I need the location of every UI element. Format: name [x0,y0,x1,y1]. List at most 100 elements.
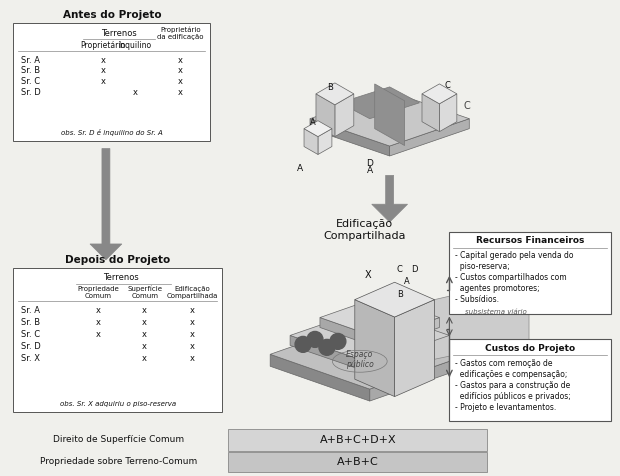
Polygon shape [355,299,394,397]
Text: x: x [178,89,183,98]
Text: Sr. A: Sr. A [21,306,40,315]
Text: Antes do Projeto: Antes do Projeto [63,10,161,20]
Polygon shape [318,129,332,155]
Text: x: x [142,306,147,315]
Text: - Custos compartilhados com: - Custos compartilhados com [455,273,567,282]
Text: x: x [178,56,183,65]
Text: Sr. X: Sr. X [21,354,40,363]
Text: Espaço
público: Espaço público [346,349,374,369]
Text: - Capital gerado pela venda do: - Capital gerado pela venda do [455,251,574,260]
Text: A: A [297,164,303,173]
Text: Sr. D: Sr. D [21,89,41,98]
Text: D: D [411,265,418,274]
Text: Custos do Projeto: Custos do Projeto [485,344,575,353]
Polygon shape [440,94,457,132]
Text: subsistema viário: subsistema viário [465,308,527,315]
Text: Sr. A: Sr. A [21,56,40,65]
Polygon shape [270,319,469,389]
Polygon shape [320,317,379,348]
Circle shape [307,331,323,347]
Polygon shape [316,83,354,105]
Text: x: x [100,56,105,65]
Text: x: x [95,306,100,315]
Polygon shape [310,91,469,146]
Text: A: A [310,118,316,127]
Polygon shape [370,336,450,373]
Polygon shape [290,336,370,373]
Text: x: x [178,78,183,87]
Polygon shape [290,308,450,363]
Text: A: A [404,277,409,286]
Polygon shape [355,282,435,317]
Polygon shape [320,297,440,338]
Text: x: x [142,318,147,327]
Polygon shape [394,299,435,397]
Bar [228,429,487,451]
Bar [228,452,487,472]
Circle shape [295,337,311,352]
Text: - Gastos com remoção de: - Gastos com remoção de [455,359,553,368]
Text: Sr. D: Sr. D [21,342,41,351]
Polygon shape [340,87,420,119]
Text: C: C [445,81,450,90]
Text: Direito de Superfície Comum: Direito de Superfície Comum [53,436,184,444]
Polygon shape [389,119,469,156]
Polygon shape [90,149,122,260]
Text: Terrenos: Terrenos [104,273,140,282]
Text: obs. Sr. D é inquilino do Sr. A: obs. Sr. D é inquilino do Sr. A [61,129,163,136]
Text: Propriedade sobre Terreno-Comum: Propriedade sobre Terreno-Comum [40,457,198,466]
Bar [450,232,611,314]
Text: x: x [142,342,147,351]
Text: Sr. C: Sr. C [21,330,40,339]
Polygon shape [335,94,354,137]
Text: C: C [464,101,471,111]
Text: Proprietário: Proprietário [81,40,126,50]
Text: x: x [190,342,195,351]
Bar [450,339,611,421]
Text: - Gastos para a construção de: - Gastos para a construção de [455,381,570,390]
Text: edificações e compensação;: edificações e compensação; [455,370,568,379]
Text: x: x [142,330,147,339]
Text: B: B [327,83,333,92]
Bar [14,23,210,140]
Text: B: B [397,290,402,299]
Text: Depois do Projeto: Depois do Projeto [65,255,170,265]
Polygon shape [422,84,457,104]
Text: x: x [95,330,100,339]
Text: x: x [95,318,100,327]
Text: x: x [190,306,195,315]
Circle shape [330,334,346,349]
Text: x: x [190,318,195,327]
Text: Superfície
Comum: Superfície Comum [127,286,162,299]
Text: x: x [190,330,195,339]
Text: A+B+C+D+X: A+B+C+D+X [319,435,396,445]
Text: Edificação
Compartilhada: Edificação Compartilhada [324,219,406,241]
Text: A+B+C: A+B+C [337,456,379,466]
Polygon shape [435,278,529,359]
Text: C: C [397,265,402,274]
Bar [14,268,223,412]
Polygon shape [370,354,469,401]
Text: D: D [366,159,373,168]
Polygon shape [304,121,332,137]
Text: x: x [132,89,137,98]
Text: x: x [190,354,195,363]
Polygon shape [316,94,335,137]
Text: Inquilino: Inquilino [118,40,151,50]
Polygon shape [422,94,440,132]
Text: - Subsídios.: - Subsídios. [455,295,499,304]
Polygon shape [304,129,318,155]
Text: Terrenos: Terrenos [101,29,137,38]
Text: obs. Sr. X adquiriu o piso-reserva: obs. Sr. X adquiriu o piso-reserva [60,401,176,407]
Polygon shape [379,317,440,348]
Text: x: x [142,354,147,363]
Text: Proprietário
da edificação: Proprietário da edificação [157,27,204,40]
Polygon shape [310,119,389,156]
Text: edifícios públicos e privados;: edifícios públicos e privados; [455,392,571,401]
Circle shape [319,339,335,355]
Text: A: A [366,166,373,175]
Text: piso-reserva;: piso-reserva; [455,262,510,271]
Text: Propriedade
Comum: Propriedade Comum [77,286,119,299]
Text: Recursos Financeiros: Recursos Financeiros [476,237,584,246]
Text: X: X [365,270,371,280]
